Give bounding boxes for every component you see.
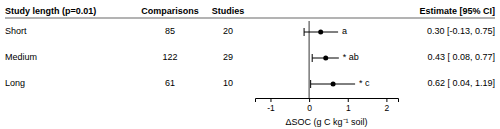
axis-line xyxy=(256,99,399,103)
estimate: 0.43 [ 0.08, 0.77] xyxy=(427,52,495,62)
tick-label: 0 xyxy=(307,103,312,113)
header-rule xyxy=(5,18,495,19)
studies: 20 xyxy=(223,26,233,36)
column-header: Studies xyxy=(212,6,245,16)
column-header: Estimate [95% CI] xyxy=(419,6,495,16)
ci-cap xyxy=(312,54,313,62)
table-text: Study length (p=0.01) Comparisons Studies E… xyxy=(5,6,495,88)
row-label: Short xyxy=(5,26,27,36)
reference-line xyxy=(309,21,310,98)
comparisons: 61 xyxy=(165,78,175,88)
tick-mark xyxy=(348,98,349,102)
x-axis: -1 0 1 2 xyxy=(256,98,399,113)
row-label: Medium xyxy=(5,52,37,62)
chart: Study length (p=0.01) Comparisons Studies E… xyxy=(0,0,500,129)
comparisons: 85 xyxy=(165,26,175,36)
mean-point xyxy=(318,30,323,35)
tick-label: -1 xyxy=(267,103,275,113)
x-axis-title: ΔSOC (g C kg⁻¹ soil) xyxy=(285,117,367,127)
annotation: * ab xyxy=(343,52,359,62)
comparisons: 122 xyxy=(162,52,177,62)
tick: -1 xyxy=(267,98,275,113)
column-header: Comparisons xyxy=(141,6,199,16)
tick: 2 xyxy=(385,98,390,113)
tick: 1 xyxy=(346,98,351,113)
annotation: a xyxy=(342,26,347,36)
mean-point xyxy=(331,82,336,87)
background xyxy=(0,0,500,129)
row-label: Long xyxy=(5,78,25,88)
annotation: * c xyxy=(359,78,370,88)
tick-label: 2 xyxy=(385,103,390,113)
tick-mark xyxy=(270,98,271,102)
tick-label: 1 xyxy=(346,103,351,113)
estimate: 0.62 [ 0.04, 1.19] xyxy=(427,78,495,88)
studies: 29 xyxy=(223,52,233,62)
tick: 0 xyxy=(307,98,312,113)
tick-mark xyxy=(386,98,387,102)
title: Study length (p=0.01) xyxy=(5,6,96,16)
tick-mark xyxy=(309,98,310,102)
ci-cap xyxy=(310,80,311,88)
studies: 10 xyxy=(223,78,233,88)
estimate: 0.30 [-0.13, 0.75] xyxy=(427,26,495,36)
annotations: a * ab * c xyxy=(342,26,370,88)
ci-cap xyxy=(304,28,305,36)
mean-point xyxy=(323,56,328,61)
